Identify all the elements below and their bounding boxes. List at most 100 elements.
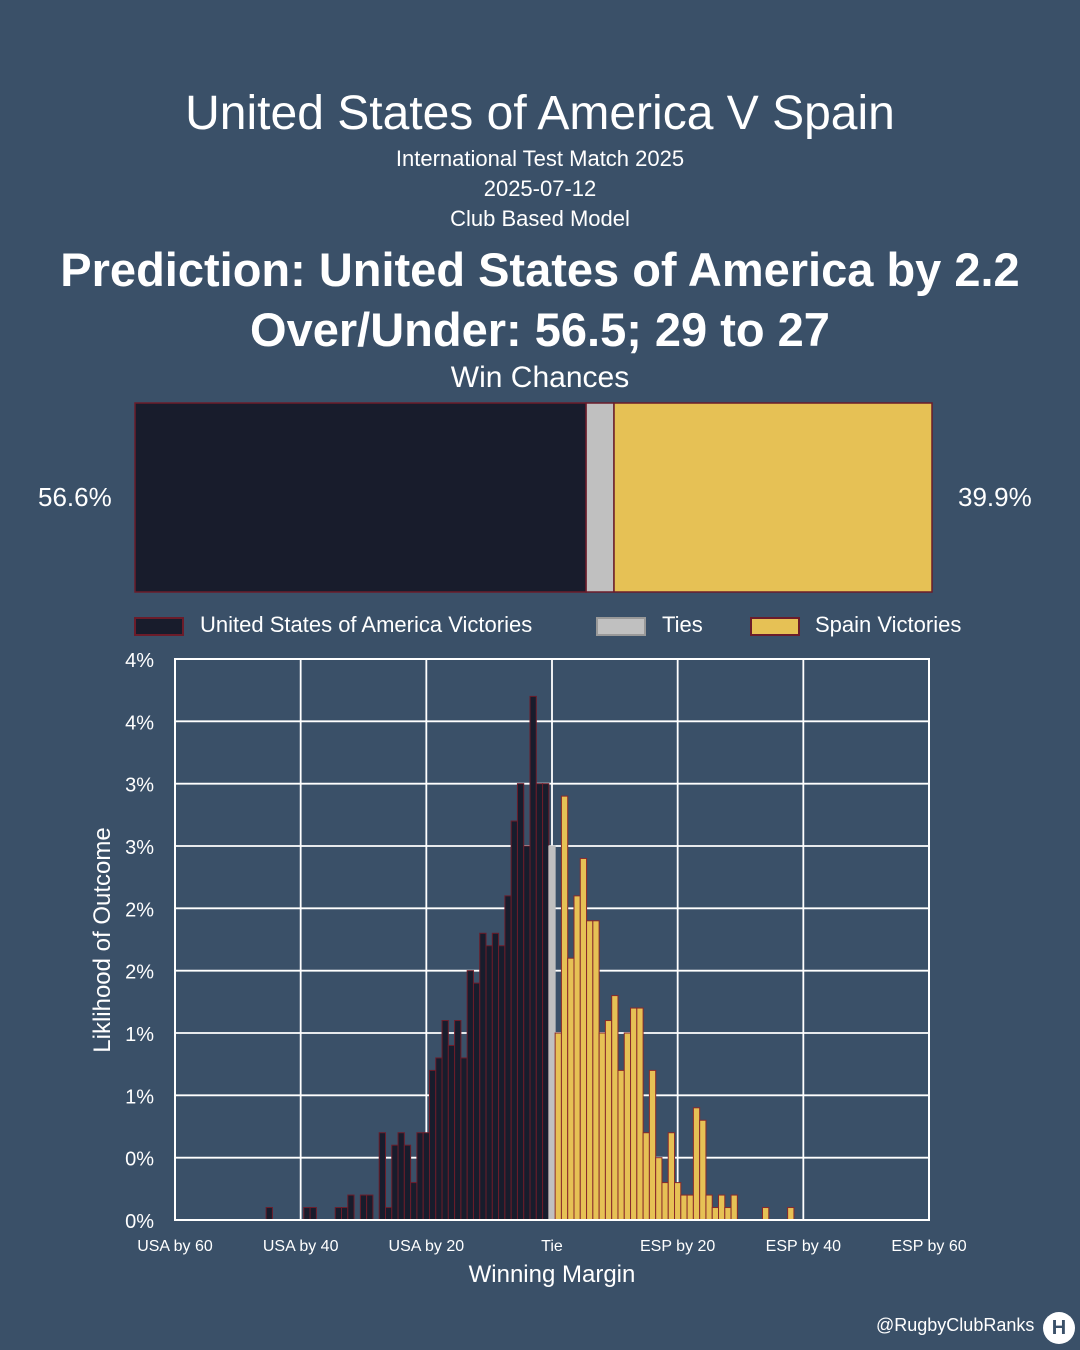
x-tick-label: USA by 20 [389, 1238, 465, 1255]
y-tick-label: 4% [125, 650, 154, 672]
bar-esp [692, 1107, 701, 1221]
plot-frame [174, 658, 930, 1221]
model-name: Club Based Model [450, 206, 630, 231]
bar-usa [454, 1020, 462, 1221]
bar-usa [359, 1194, 368, 1221]
x-tick-label: USA by 40 [263, 1238, 339, 1255]
bar-esp [617, 1069, 625, 1221]
bar-usa [516, 783, 525, 1221]
bar-esp [705, 1194, 713, 1221]
bar-usa [309, 1207, 317, 1221]
bar-esp [579, 857, 588, 1221]
bar-usa [523, 845, 531, 1221]
x-tick-label: USA by 60 [137, 1238, 213, 1255]
bar-usa [391, 1144, 399, 1221]
bar-usa [504, 895, 512, 1221]
y-tick-label: 0% [125, 1149, 154, 1171]
bar-usa [529, 695, 537, 1221]
y-axis-label: Liklihood of Outcome [89, 827, 116, 1052]
y-tick-label: 1% [125, 1024, 154, 1046]
bar-esp [554, 1032, 562, 1221]
bar-esp [724, 1207, 732, 1221]
y-tick-label: 4% [125, 712, 154, 734]
bar-usa [466, 970, 474, 1221]
legend-label-home: United States of America Victories [200, 612, 533, 637]
bar-esp [661, 1182, 669, 1221]
bar-esp [655, 1157, 663, 1221]
win-bar-away [613, 402, 933, 593]
bar-usa [416, 1132, 424, 1221]
bar-esp [598, 1032, 606, 1221]
y-tick-label: 1% [125, 1086, 154, 1108]
legend-swatch-away [750, 617, 800, 636]
bar-usa [498, 945, 506, 1221]
win-chances-title: Win Chances [450, 361, 630, 394]
bar-usa [460, 1057, 468, 1221]
bar-esp [730, 1194, 738, 1221]
bar-esp [667, 1132, 676, 1221]
x-tick-label: ESP by 40 [766, 1238, 841, 1255]
bar-usa [428, 1069, 437, 1221]
bar-usa [378, 1132, 386, 1221]
bar-usa [479, 932, 487, 1221]
x-tick-label: ESP by 20 [640, 1238, 715, 1255]
bar-esp [680, 1194, 688, 1221]
brand-logo-icon: H [1043, 1312, 1075, 1344]
bar-usa [535, 783, 544, 1221]
y-tick-label: 2% [125, 962, 154, 984]
match-date: 2025-07-12 [483, 176, 597, 201]
bar-usa [265, 1207, 273, 1221]
twitter-handle: @RugbyClubRanks [876, 1315, 1035, 1335]
bar-usa [303, 1207, 311, 1221]
bar-esp [718, 1194, 726, 1221]
legend-swatch-home [134, 617, 184, 636]
bar-esp [611, 995, 619, 1221]
bar-usa [366, 1194, 374, 1221]
bar-esp [787, 1207, 795, 1221]
bar-usa [491, 932, 500, 1221]
legend-label-away: Spain Victories [815, 612, 962, 637]
bar-usa [422, 1132, 430, 1221]
bar-esp [592, 920, 600, 1221]
bar-esp [573, 895, 581, 1221]
bar-esp [567, 957, 575, 1221]
page-title: United States of America V Spain [185, 87, 895, 140]
bar-esp [560, 795, 569, 1221]
bar-tie [548, 845, 556, 1221]
home-win-percentage: 56.6% [38, 482, 112, 512]
bar-esp [636, 1007, 644, 1221]
bar-usa [435, 1057, 443, 1221]
x-axis-label: Winning Margin [469, 1261, 636, 1288]
bar-usa [485, 945, 493, 1221]
legend-label-tie: Ties [662, 612, 703, 637]
bar-usa [403, 1144, 412, 1221]
win-bar-tie [585, 402, 615, 593]
bar-usa [510, 820, 518, 1221]
bar-usa [397, 1132, 405, 1221]
bar-esp [586, 920, 594, 1221]
bar-esp [674, 1182, 682, 1221]
y-tick-label: 3% [125, 775, 154, 797]
bar-esp [761, 1207, 770, 1221]
bar-esp [686, 1194, 694, 1221]
x-tick-label: ESP by 60 [891, 1238, 966, 1255]
bar-usa [347, 1194, 355, 1221]
bar-esp [604, 1020, 613, 1221]
bar-esp [648, 1069, 657, 1221]
win-bar-home [134, 402, 587, 593]
bar-usa [542, 783, 550, 1221]
y-tick-label: 3% [125, 837, 154, 859]
bar-usa [384, 1207, 393, 1221]
x-tick-label: Tie [541, 1238, 563, 1255]
competition-subtitle: International Test Match 2025 [395, 146, 685, 171]
prediction-headline: Prediction: United States of America by … [60, 243, 1020, 296]
bar-esp [623, 1032, 632, 1221]
bar-esp [642, 1132, 650, 1221]
bar-usa [441, 1020, 449, 1221]
bar-esp [711, 1207, 720, 1221]
bar-usa [472, 982, 481, 1221]
bar-usa [447, 1044, 456, 1221]
y-tick-label: 0% [125, 1211, 154, 1233]
legend-swatch-tie [596, 617, 646, 636]
